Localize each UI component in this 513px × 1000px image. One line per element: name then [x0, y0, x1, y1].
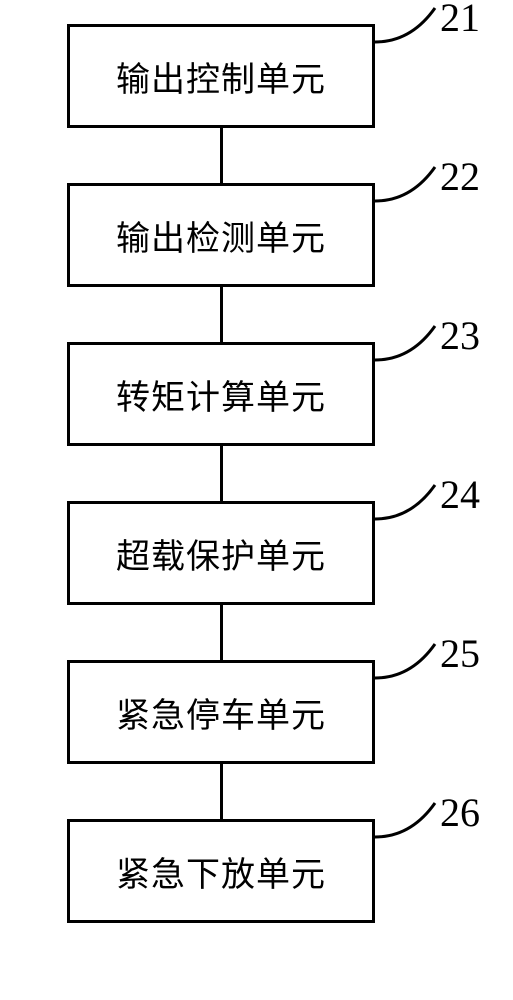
flow-node-number: 25 — [440, 630, 480, 677]
flow-node-label: 紧急停车单元 — [116, 688, 326, 737]
flow-node-n23: 转矩计算单元 — [67, 342, 375, 446]
flow-node-number: 23 — [440, 312, 480, 359]
flow-node-number: 22 — [440, 153, 480, 200]
flow-node-n26: 紧急下放单元 — [67, 819, 375, 923]
flow-node-label: 输出控制单元 — [116, 52, 326, 101]
flow-node-label: 超载保护单元 — [116, 529, 326, 578]
flow-node-label: 转矩计算单元 — [116, 370, 326, 419]
flow-node-n21: 输出控制单元 — [67, 24, 375, 128]
flow-node-n25: 紧急停车单元 — [67, 660, 375, 764]
flow-edge — [220, 446, 223, 501]
flow-node-n24: 超载保护单元 — [67, 501, 375, 605]
flow-node-number: 26 — [440, 789, 480, 836]
flow-node-label: 紧急下放单元 — [116, 847, 326, 896]
flow-node-n22: 输出检测单元 — [67, 183, 375, 287]
flow-edge — [220, 605, 223, 660]
flow-node-number: 21 — [440, 0, 480, 41]
flowchart-diagram: 输出控制单元 21 输出检测单元 22 转矩计算单元 23 超载保护单元 24 紧急停车单元 25… — [0, 0, 513, 1000]
flow-edge — [220, 128, 223, 183]
flow-edge — [220, 764, 223, 819]
flow-edge — [220, 287, 223, 342]
flow-node-label: 输出检测单元 — [116, 211, 326, 260]
flow-node-number: 24 — [440, 471, 480, 518]
